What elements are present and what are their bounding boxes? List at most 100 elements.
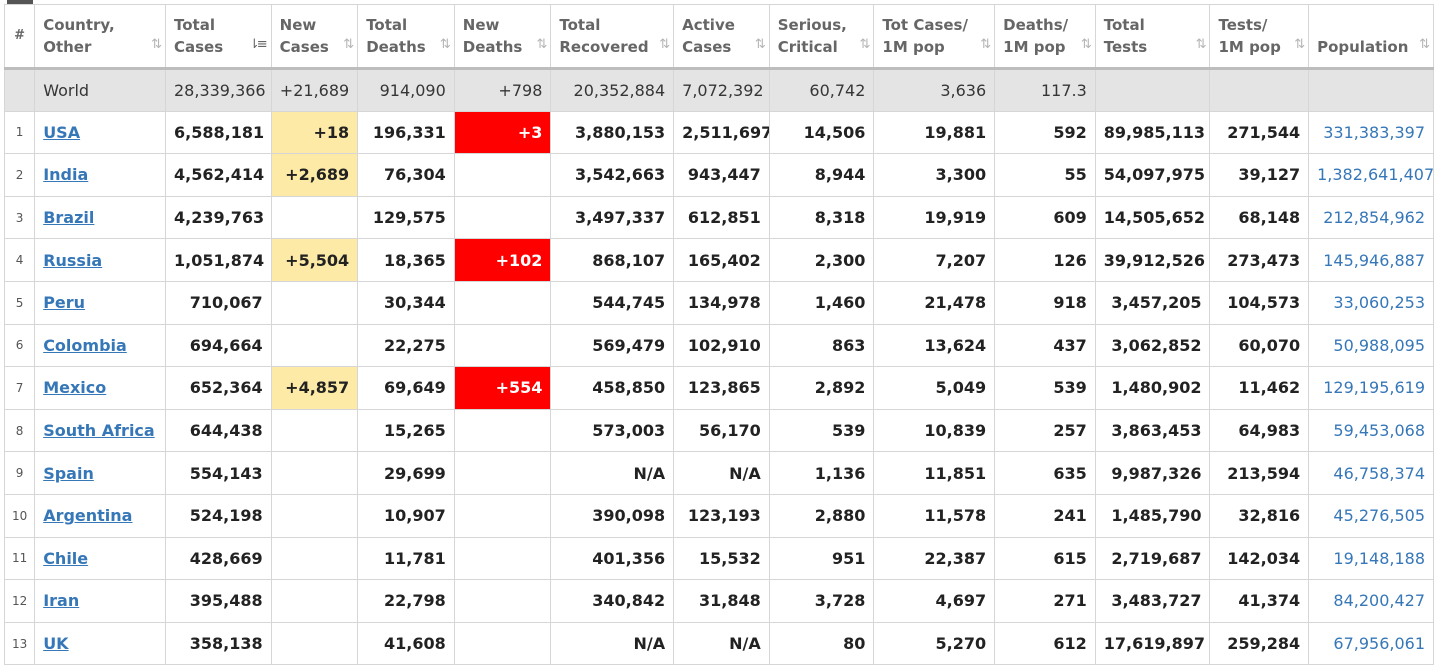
cell-total-deaths: 11,781 bbox=[357, 536, 455, 581]
cell-total-recovered: 868,107 bbox=[550, 238, 675, 282]
sort-icon[interactable]: ⇅ bbox=[439, 37, 451, 52]
column-header-deaths-1m[interactable]: Deaths/1M pop ⇅ bbox=[994, 4, 1096, 70]
column-header-tests-1m[interactable]: Tests/1M pop ⇅ bbox=[1209, 4, 1310, 70]
table-row: 9 Spain 554,143 29,699 N/A N/A 1,136 11,851 635 9… bbox=[3, 451, 1434, 495]
cell-new-deaths: +3 bbox=[453, 110, 552, 155]
sort-icon[interactable]: ⇅ bbox=[536, 37, 547, 52]
cell-country: India bbox=[34, 153, 166, 197]
column-header-tot-cases-1m[interactable]: Tot Cases/1M pop ⇅ bbox=[873, 4, 996, 70]
cell-new-deaths bbox=[453, 280, 552, 325]
cell-new-deaths bbox=[453, 195, 552, 240]
cell-total-deaths: 914,090 bbox=[357, 68, 455, 112]
column-header-total-recovered[interactable]: Total Recovered ⇅ bbox=[550, 4, 675, 70]
country-link[interactable]: India bbox=[43, 165, 89, 185]
sort-icon[interactable]: ⇅ bbox=[754, 37, 766, 52]
country-link[interactable]: Peru bbox=[43, 293, 86, 313]
country-link[interactable]: UK bbox=[43, 634, 69, 654]
country-link[interactable]: Spain bbox=[43, 463, 94, 483]
cell-num: 8 bbox=[3, 408, 36, 453]
cell-active-cases: 7,072,392 bbox=[673, 68, 770, 112]
cell-total-recovered: 458,850 bbox=[550, 366, 675, 410]
column-header-active-cases[interactable]: Active Cases ⇅ bbox=[673, 4, 770, 70]
cell-tests-1m: 142,034 bbox=[1209, 536, 1310, 581]
sort-icon[interactable]: ⇅ bbox=[659, 37, 670, 52]
cell-total-cases: 6,588,181 bbox=[165, 110, 272, 155]
cell-total-tests: 17,619,897 bbox=[1094, 621, 1211, 666]
cell-deaths-1m: 635 bbox=[994, 451, 1096, 495]
cell-total-tests: 9,987,326 bbox=[1094, 451, 1211, 495]
column-header-total-tests[interactable]: Total Tests ⇅ bbox=[1094, 4, 1211, 70]
country-link[interactable]: Mexico bbox=[43, 378, 107, 398]
column-header-label-line1: New bbox=[462, 16, 500, 34]
sort-descending-icon[interactable]: ⇂≡ bbox=[248, 37, 268, 52]
table-row: 1 USA 6,588,181 +18 196,331 +3 3,880,153 2,511,… bbox=[3, 110, 1434, 155]
cell-serious: 3,728 bbox=[768, 579, 875, 623]
sort-icon[interactable]: ⇅ bbox=[980, 37, 991, 52]
cell-total-deaths: 22,798 bbox=[357, 579, 455, 623]
column-header-new-deaths[interactable]: New Deaths ⇅ bbox=[453, 4, 552, 70]
cell-new-deaths bbox=[453, 621, 552, 666]
column-header-label-line1: Active bbox=[682, 16, 735, 34]
sort-icon[interactable]: ⇅ bbox=[343, 37, 354, 52]
cell-total-recovered: N/A bbox=[550, 451, 675, 495]
country-link[interactable]: Russia bbox=[43, 250, 103, 270]
cell-country: Chile bbox=[34, 536, 166, 581]
cell-serious: 8,318 bbox=[768, 195, 875, 240]
cell-deaths-1m: 539 bbox=[994, 366, 1096, 410]
sort-icon[interactable]: ⇅ bbox=[1294, 37, 1305, 52]
cell-tot-cases-1m: 19,919 bbox=[873, 195, 996, 240]
column-header-serious[interactable]: Serious, Critical ⇅ bbox=[768, 4, 875, 70]
table-row: 8 South Africa 644,438 15,265 573,003 56,170 5… bbox=[3, 408, 1434, 453]
cell-serious: 1,460 bbox=[768, 280, 875, 325]
cell-total-tests: 89,985,113 bbox=[1094, 110, 1211, 155]
country-link[interactable]: Colombia bbox=[43, 335, 127, 355]
country-link[interactable]: South Africa bbox=[43, 421, 155, 441]
column-header-new-cases[interactable]: New Cases ⇅ bbox=[270, 4, 359, 70]
column-header-total-deaths[interactable]: Total Deaths ⇅ bbox=[357, 4, 455, 70]
table-body: World 28,339,366 +21,689 914,090 +798 20,352,… bbox=[3, 68, 1434, 666]
cell-total-tests: 3,863,453 bbox=[1094, 408, 1211, 453]
cell-tests-1m: 64,983 bbox=[1209, 408, 1310, 453]
sort-icon[interactable]: ⇅ bbox=[1080, 37, 1092, 52]
sort-icon[interactable]: ⇅ bbox=[151, 37, 162, 52]
country-link[interactable]: Brazil bbox=[43, 208, 95, 228]
cell-country: Iran bbox=[34, 579, 166, 623]
country-link[interactable]: Chile bbox=[43, 548, 89, 568]
cell-total-tests: 54,097,975 bbox=[1094, 153, 1211, 197]
cell-active-cases: 15,532 bbox=[673, 536, 770, 581]
cell-num: 13 bbox=[3, 621, 36, 666]
cell-active-cases: 123,193 bbox=[673, 493, 770, 538]
cell-num: 7 bbox=[3, 366, 36, 410]
country-link[interactable]: USA bbox=[43, 122, 81, 142]
cell-serious: 863 bbox=[768, 323, 875, 368]
column-header-label-line2: Critical bbox=[777, 38, 838, 56]
cell-active-cases: 56,170 bbox=[673, 408, 770, 453]
column-header-total-cases[interactable]: Total Cases ⇂≡ bbox=[165, 4, 272, 70]
column-header-label-line2: Deaths bbox=[462, 38, 523, 56]
cell-new-deaths bbox=[453, 153, 552, 197]
cell-tests-1m: 41,374 bbox=[1209, 579, 1310, 623]
sort-icon[interactable]: ⇅ bbox=[1419, 37, 1430, 52]
cell-num: 3 bbox=[3, 195, 36, 240]
sort-icon[interactable]: ⇅ bbox=[859, 37, 870, 52]
cell-population: 59,453,068 bbox=[1308, 408, 1434, 453]
country-link[interactable]: Iran bbox=[43, 591, 80, 611]
cell-serious: 8,944 bbox=[768, 153, 875, 197]
cell-total-cases: 28,339,366 bbox=[165, 68, 272, 112]
column-header-population[interactable]: Population ⇅ bbox=[1308, 4, 1434, 70]
cell-deaths-1m: 918 bbox=[994, 280, 1096, 325]
column-header-country[interactable]: Country, Other ⇅ bbox=[34, 4, 166, 70]
cell-new-deaths bbox=[453, 408, 552, 453]
cell-total-cases: 4,239,763 bbox=[165, 195, 272, 240]
cell-total-recovered: 3,880,153 bbox=[550, 110, 675, 155]
cell-total-deaths: 196,331 bbox=[357, 110, 455, 155]
cell-population: 1,382,641,407 bbox=[1308, 153, 1434, 197]
cell-total-cases: 395,488 bbox=[165, 579, 272, 623]
cell-serious: 539 bbox=[768, 408, 875, 453]
cell-total-cases: 644,438 bbox=[165, 408, 272, 453]
column-header-label-line2: Recovered bbox=[559, 38, 649, 56]
cell-deaths-1m: 609 bbox=[994, 195, 1096, 240]
country-link[interactable]: Argentina bbox=[43, 506, 133, 526]
cell-population: 50,988,095 bbox=[1308, 323, 1434, 368]
sort-icon[interactable]: ⇅ bbox=[1195, 37, 1207, 52]
